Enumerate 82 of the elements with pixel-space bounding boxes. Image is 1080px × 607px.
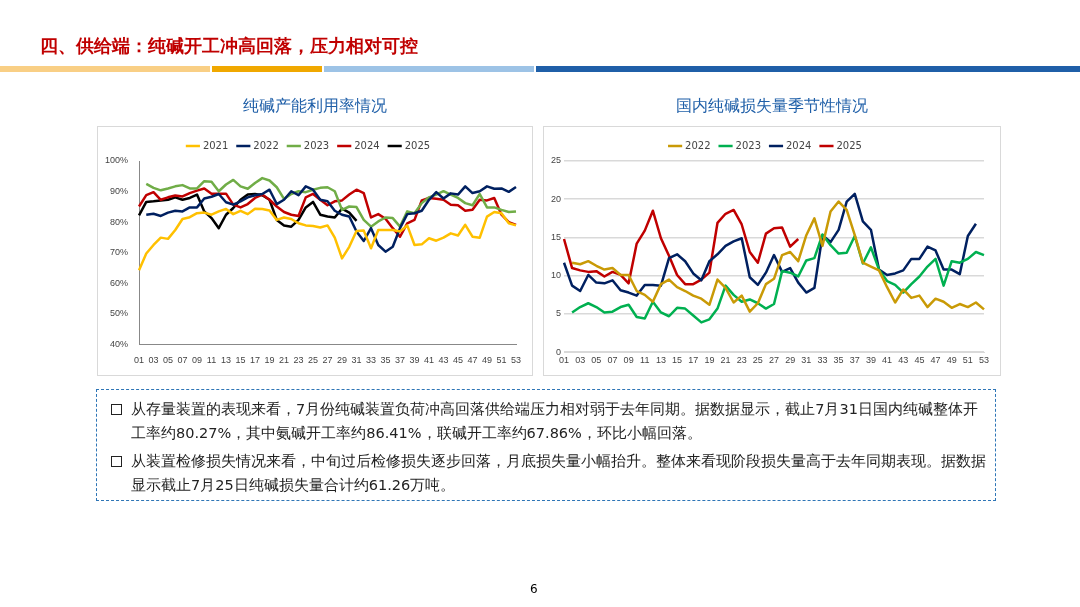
y-tick-label: 20 bbox=[551, 193, 562, 204]
legend-label: 2023 bbox=[735, 139, 761, 151]
y-tick-label: 80% bbox=[110, 216, 129, 227]
x-tick-label: 05 bbox=[163, 355, 174, 366]
legend-label: 2021 bbox=[202, 139, 229, 151]
x-tick-label: 15 bbox=[235, 355, 246, 366]
x-tick-label: 05 bbox=[591, 355, 602, 366]
x-tick-label: 23 bbox=[293, 355, 304, 366]
x-tick-label: 25 bbox=[308, 355, 319, 366]
x-tick-label: 35 bbox=[380, 355, 391, 366]
x-tick-label: 21 bbox=[279, 355, 290, 366]
y-tick-label: 40% bbox=[110, 338, 129, 349]
x-tick-label: 01 bbox=[134, 355, 145, 366]
x-tick-label: 51 bbox=[962, 355, 973, 366]
chart-title: 纯碱产能利用率情况 bbox=[242, 96, 388, 117]
x-tick-label: 11 bbox=[640, 355, 650, 366]
y-tick-label: 10 bbox=[551, 270, 562, 281]
legend-label: 2025 bbox=[404, 139, 431, 151]
text: 四、供给端：纯碱开工冲高回落，压力相对可控 bbox=[40, 34, 418, 58]
x-tick-label: 43 bbox=[898, 355, 909, 366]
y-tick-label: 100% bbox=[104, 155, 129, 166]
x-tick-label: 39 bbox=[409, 355, 420, 366]
y-tick-label: 15 bbox=[551, 231, 562, 242]
legend-label: 2023 bbox=[303, 139, 330, 151]
x-tick-label: 37 bbox=[849, 355, 860, 366]
x-tick-label: 45 bbox=[453, 355, 464, 366]
x-tick-label: 09 bbox=[623, 355, 634, 366]
x-tick-label: 03 bbox=[148, 355, 159, 366]
x-tick-label: 41 bbox=[424, 355, 435, 366]
x-tick-label: 53 bbox=[978, 355, 990, 366]
x-tick-label: 29 bbox=[785, 355, 796, 366]
x-tick-label: 45 bbox=[914, 355, 925, 366]
text: 6 bbox=[530, 582, 538, 596]
legend-label: 2022 bbox=[685, 139, 711, 151]
y-tick-label: 50% bbox=[110, 308, 129, 319]
legend-label: 2022 bbox=[253, 139, 279, 151]
x-tick-label: 27 bbox=[322, 355, 333, 366]
x-tick-label: 47 bbox=[467, 355, 478, 366]
x-tick-label: 33 bbox=[817, 355, 828, 366]
x-tick-label: 07 bbox=[607, 355, 618, 366]
chart-title: 国内纯碱损失量季节性情况 bbox=[675, 96, 869, 117]
legend-label: 2024 bbox=[786, 139, 812, 151]
x-tick-label: 17 bbox=[688, 355, 699, 366]
y-tick-label: 60% bbox=[110, 277, 129, 288]
x-tick-label: 15 bbox=[672, 355, 683, 366]
y-tick-label: 70% bbox=[110, 247, 129, 258]
text: 从装置检修损失情况来看，中旬过后检修损失逐步回落，月底损失量小幅抬升。整体来看现阶段损失量高于去年同期表现。据数据显示截止7月25日纯碱损失量合计约61.26万吨。 bbox=[131, 453, 986, 493]
x-tick-label: 43 bbox=[438, 355, 449, 366]
x-tick-label: 27 bbox=[769, 355, 780, 366]
x-tick-label: 09 bbox=[192, 355, 203, 366]
x-tick-label: 33 bbox=[366, 355, 377, 366]
x-tick-label: 03 bbox=[575, 355, 586, 366]
x-tick-label: 49 bbox=[481, 355, 493, 366]
x-tick-label: 19 bbox=[264, 355, 275, 366]
x-tick-label: 31 bbox=[351, 355, 362, 366]
x-tick-label: 01 bbox=[559, 355, 570, 366]
x-tick-label: 49 bbox=[946, 355, 957, 366]
x-tick-label: 31 bbox=[801, 355, 812, 366]
x-tick-label: 53 bbox=[510, 355, 522, 366]
x-tick-label: 21 bbox=[720, 355, 731, 366]
x-tick-label: 13 bbox=[221, 355, 232, 366]
text: 从存量装置的表现来看，7月份纯碱装置负荷冲高回落供给端压力相对弱于去年同期。据数据显示，截止7月31日国内纯碱整体开工率约80.27%，其中氨碱开工率约86.41%，联碱开工率约67.86%，环比小幅回落。 bbox=[131, 401, 978, 441]
legend-label: 2024 bbox=[354, 139, 380, 151]
x-tick-label: 47 bbox=[930, 355, 941, 366]
x-tick-label: 07 bbox=[177, 355, 188, 366]
x-tick-label: 39 bbox=[865, 355, 876, 366]
x-tick-label: 13 bbox=[655, 355, 666, 366]
x-tick-label: 35 bbox=[833, 355, 844, 366]
x-tick-label: 51 bbox=[496, 355, 507, 366]
x-tick-label: 29 bbox=[337, 355, 348, 366]
y-tick-label: 0 bbox=[556, 346, 562, 357]
x-tick-label: 25 bbox=[752, 355, 763, 366]
x-tick-label: 11 bbox=[206, 355, 217, 366]
x-tick-label: 37 bbox=[395, 355, 406, 366]
y-tick-label: 25 bbox=[551, 155, 562, 166]
y-tick-label: 90% bbox=[110, 186, 129, 197]
legend-label: 2025 bbox=[836, 139, 862, 151]
x-tick-label: 19 bbox=[704, 355, 715, 366]
x-tick-label: 41 bbox=[882, 355, 893, 366]
x-tick-label: 23 bbox=[736, 355, 747, 366]
y-tick-label: 5 bbox=[556, 308, 562, 319]
x-tick-label: 17 bbox=[250, 355, 261, 366]
